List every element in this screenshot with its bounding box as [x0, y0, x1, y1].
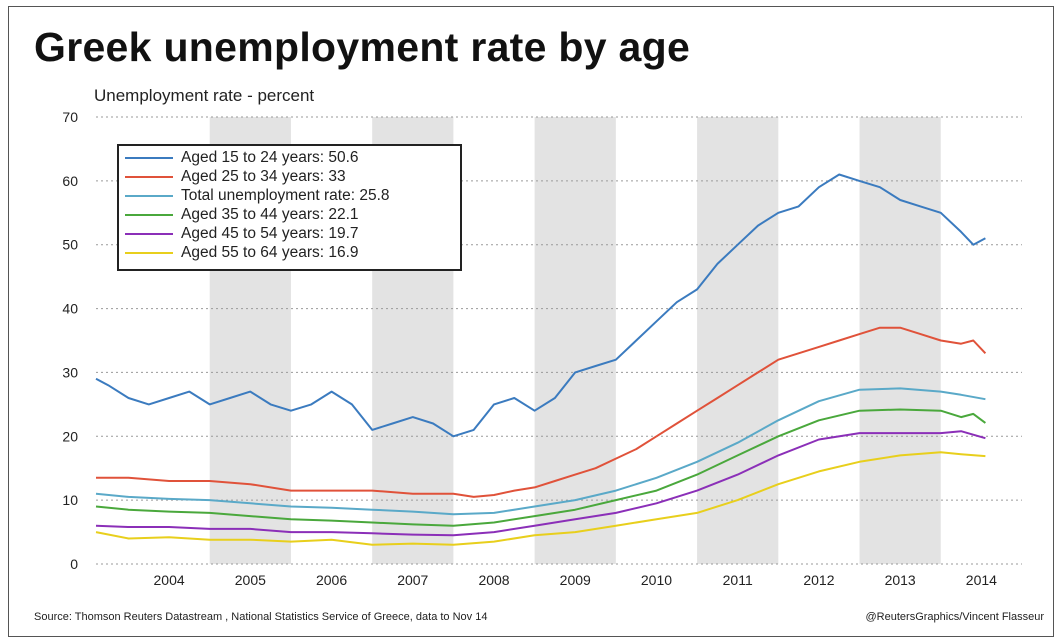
series-line — [95, 430, 986, 537]
y-tick-label: 50 — [62, 237, 78, 253]
legend-swatch — [125, 195, 173, 197]
legend-item: Aged 15 to 24 years: 50.6 — [125, 148, 455, 168]
chart-legend: Aged 15 to 24 years: 50.6 Aged 25 to 34 … — [117, 144, 462, 271]
series-line — [95, 387, 986, 516]
legend-item: Total unemployment rate: 25.8 — [125, 186, 455, 206]
legend-item: Aged 25 to 34 years: 33 — [125, 167, 455, 187]
x-tick-label: 2005 — [235, 572, 266, 588]
x-tick-label: 2011 — [723, 572, 753, 588]
legend-item: Aged 45 to 54 years: 19.7 — [125, 224, 455, 244]
series-line — [95, 173, 986, 438]
x-tick-label: 2013 — [885, 572, 916, 588]
chart-title: Greek unemployment rate by age — [34, 24, 691, 70]
credit-note: @ReutersGraphics/Vincent Flasseur — [865, 611, 1044, 623]
legend-item: Aged 55 to 64 years: 16.9 — [125, 243, 455, 263]
series-line — [95, 408, 986, 527]
legend-item: Aged 35 to 44 years: 22.1 — [125, 205, 455, 225]
legend-swatch — [125, 157, 173, 159]
x-tick-label: 2012 — [803, 572, 834, 588]
legend-label: Aged 25 to 34 years: 33 — [181, 168, 346, 185]
y-tick-label: 30 — [62, 364, 78, 380]
y-tick-label: 20 — [62, 428, 78, 444]
year-band — [697, 117, 779, 564]
y-axis-label: Unemployment rate - percent — [94, 86, 315, 105]
y-tick-label: 70 — [62, 109, 78, 125]
series-line — [96, 326, 987, 498]
x-tick-label: 2009 — [560, 572, 591, 588]
x-tick-label: 2008 — [478, 572, 509, 588]
x-tick-label: 2014 — [966, 572, 997, 588]
legend-label: Aged 55 to 64 years: 16.9 — [181, 244, 359, 261]
legend-label: Aged 45 to 54 years: 19.7 — [181, 225, 359, 242]
x-tick-label: 2006 — [316, 572, 347, 588]
y-tick-label: 10 — [62, 492, 78, 508]
year-band — [859, 117, 941, 564]
series-line — [95, 451, 986, 546]
y-tick-label: 0 — [70, 556, 78, 572]
legend-swatch — [125, 214, 173, 216]
legend-swatch — [125, 233, 173, 235]
legend-swatch — [125, 252, 173, 254]
source-note: Source: Thomson Reuters Datastream , Nat… — [34, 611, 488, 623]
x-tick-label: 2007 — [397, 572, 428, 588]
year-band — [534, 117, 616, 564]
y-tick-label: 60 — [62, 173, 78, 189]
legend-label: Aged 15 to 24 years: 50.6 — [181, 149, 359, 166]
x-tick-label: 2010 — [641, 572, 672, 588]
legend-swatch — [125, 176, 173, 178]
legend-label: Aged 35 to 44 years: 22.1 — [181, 206, 359, 223]
y-tick-label: 40 — [62, 301, 78, 317]
legend-label: Total unemployment rate: 25.8 — [181, 187, 390, 204]
x-tick-label: 2004 — [154, 572, 185, 588]
